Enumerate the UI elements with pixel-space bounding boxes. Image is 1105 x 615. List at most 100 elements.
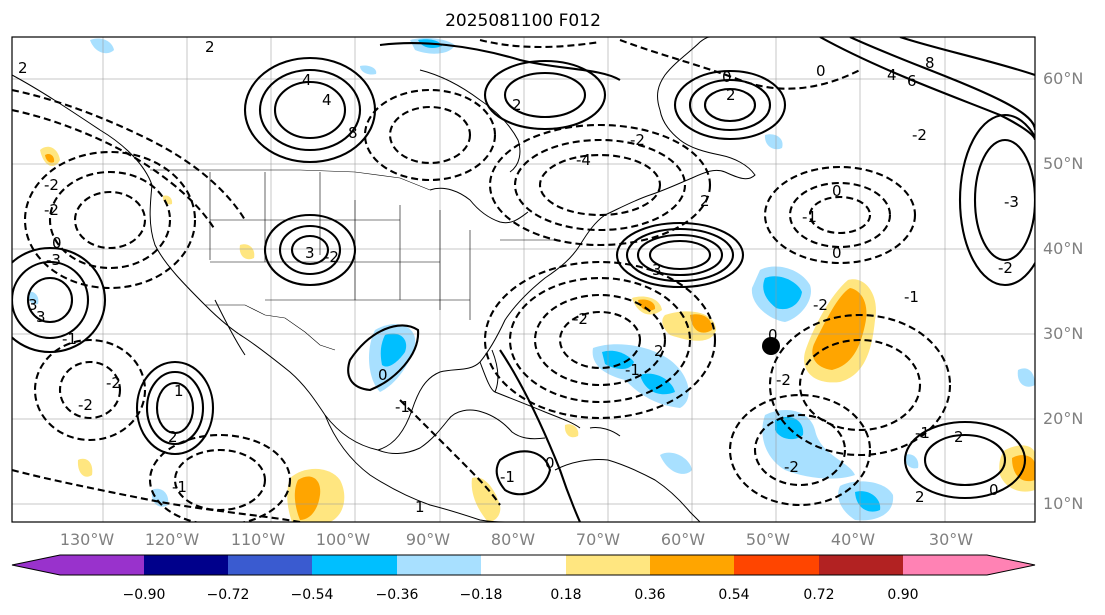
contour-positive	[278, 224, 342, 276]
coastline-hudson	[419, 69, 521, 173]
contour-negative	[48, 170, 172, 270]
shade-positive-core	[690, 314, 713, 333]
contour-positive	[625, 227, 735, 283]
shade-positive-core	[812, 288, 867, 370]
contour-label: -2	[912, 126, 927, 144]
contour-label: -2	[998, 259, 1013, 277]
contour-label: -2	[573, 310, 588, 328]
contour-positive	[703, 87, 757, 123]
contour-positive	[923, 433, 1007, 487]
colorbar-segment	[734, 555, 819, 575]
colorbar-segment	[144, 555, 228, 575]
shade-negative	[904, 454, 919, 469]
contour-negative	[148, 433, 292, 522]
contour-positive	[495, 450, 552, 496]
contour-negative	[399, 399, 501, 506]
contour-positive	[636, 233, 724, 277]
contour-label: 2	[954, 428, 964, 446]
shade-negative-core	[602, 350, 634, 369]
contour-label: -1	[802, 208, 817, 226]
lon-label: 100°W	[316, 530, 371, 549]
contour-positive	[26, 276, 74, 324]
colorbar-segment	[819, 555, 903, 575]
shade-negative	[1017, 368, 1035, 387]
lon-label: 40°W	[831, 530, 875, 549]
longitude-labels: 130°W 120°W 110°W 100°W 90°W 80°W 70°W 6…	[60, 530, 973, 549]
contour-label: 0	[722, 68, 732, 86]
contour-label: 2	[654, 342, 664, 360]
contour-negative	[798, 338, 922, 432]
shade-positive	[77, 458, 93, 477]
contour-label: 4	[302, 71, 312, 89]
colorbar-segment	[481, 555, 566, 575]
colorbar-segment	[903, 555, 987, 575]
contour-negative	[388, 105, 472, 165]
contour-negative	[788, 181, 892, 249]
contour-label: -2	[776, 371, 791, 389]
lon-label: 80°W	[491, 530, 535, 549]
contour-positive	[673, 69, 787, 141]
contour-negative	[33, 338, 147, 442]
contour-label: -2	[630, 131, 645, 149]
contour-label: -2	[106, 374, 121, 392]
lat-label: 60°N	[1043, 69, 1083, 88]
contours-negative	[12, 38, 952, 522]
contour-positive	[648, 239, 712, 271]
contour-positive	[290, 234, 330, 266]
contour-positive	[347, 324, 420, 392]
contour-positive	[145, 370, 205, 446]
contour-negative	[508, 276, 692, 404]
contour-label: 0	[832, 244, 842, 262]
colorbar: −0.90 −0.72 −0.54 −0.36 −0.18 0.18 0.36 …	[11, 554, 1036, 603]
contour-negative	[23, 150, 197, 290]
contour-label: -2	[78, 396, 93, 414]
contour-negative	[483, 260, 717, 420]
contour-label: 0	[832, 182, 842, 200]
shade-negative-core	[640, 373, 675, 395]
contour-negative	[12, 108, 216, 231]
contour-label: 3	[305, 244, 315, 262]
contour-label: 3	[652, 261, 662, 279]
colorbar-segment	[312, 555, 397, 575]
lat-label: 50°N	[1043, 154, 1083, 173]
shade-positive	[239, 244, 255, 260]
colorbar-segment	[228, 555, 312, 575]
colorbar-tick-label: 0.90	[887, 587, 918, 603]
contour-label: -1	[500, 468, 515, 486]
coastline-north-america	[12, 37, 756, 451]
lon-label: 30°W	[929, 530, 973, 549]
lon-label: 70°W	[576, 530, 620, 549]
latitude-labels: 60°N 50°N 40°N 30°N 20°N 10°N	[1043, 69, 1083, 513]
contour-label: -3	[1004, 193, 1019, 211]
contour-label: 0	[52, 234, 62, 252]
contour-label: -1	[395, 398, 410, 416]
contours-positive	[12, 37, 1035, 522]
coastline-florida	[479, 349, 499, 393]
lon-label: 50°W	[746, 530, 790, 549]
contour-positive	[273, 80, 347, 140]
contour-label: 0	[816, 62, 826, 80]
contour-negative	[768, 313, 952, 457]
colorbar-segment-over	[987, 555, 1035, 575]
contour-label: 0	[768, 326, 778, 344]
lat-label: 10°N	[1043, 494, 1083, 513]
lat-label: 20°N	[1043, 409, 1083, 428]
shaded-fields	[27, 37, 1035, 522]
contour-positive	[499, 349, 581, 522]
shade-positive	[564, 424, 579, 438]
storm-marker	[762, 337, 780, 355]
colorbar-tick-label: −0.54	[291, 587, 334, 603]
lon-label: 90°W	[406, 530, 450, 549]
contour-label: 4	[887, 66, 897, 84]
contour-positive	[12, 260, 90, 340]
contour-label: 0	[989, 481, 999, 499]
colorbar-tick-label: 0.36	[634, 587, 665, 603]
contour-label: -2	[784, 458, 799, 476]
colorbar-tick-label: −0.72	[207, 587, 250, 603]
colorbar-tick-label: 0.54	[718, 587, 749, 603]
contour-label: -2	[813, 296, 828, 314]
contour-label: 3	[28, 296, 38, 314]
us-canada-border	[150, 169, 431, 191]
contour-label: 0	[545, 454, 555, 472]
